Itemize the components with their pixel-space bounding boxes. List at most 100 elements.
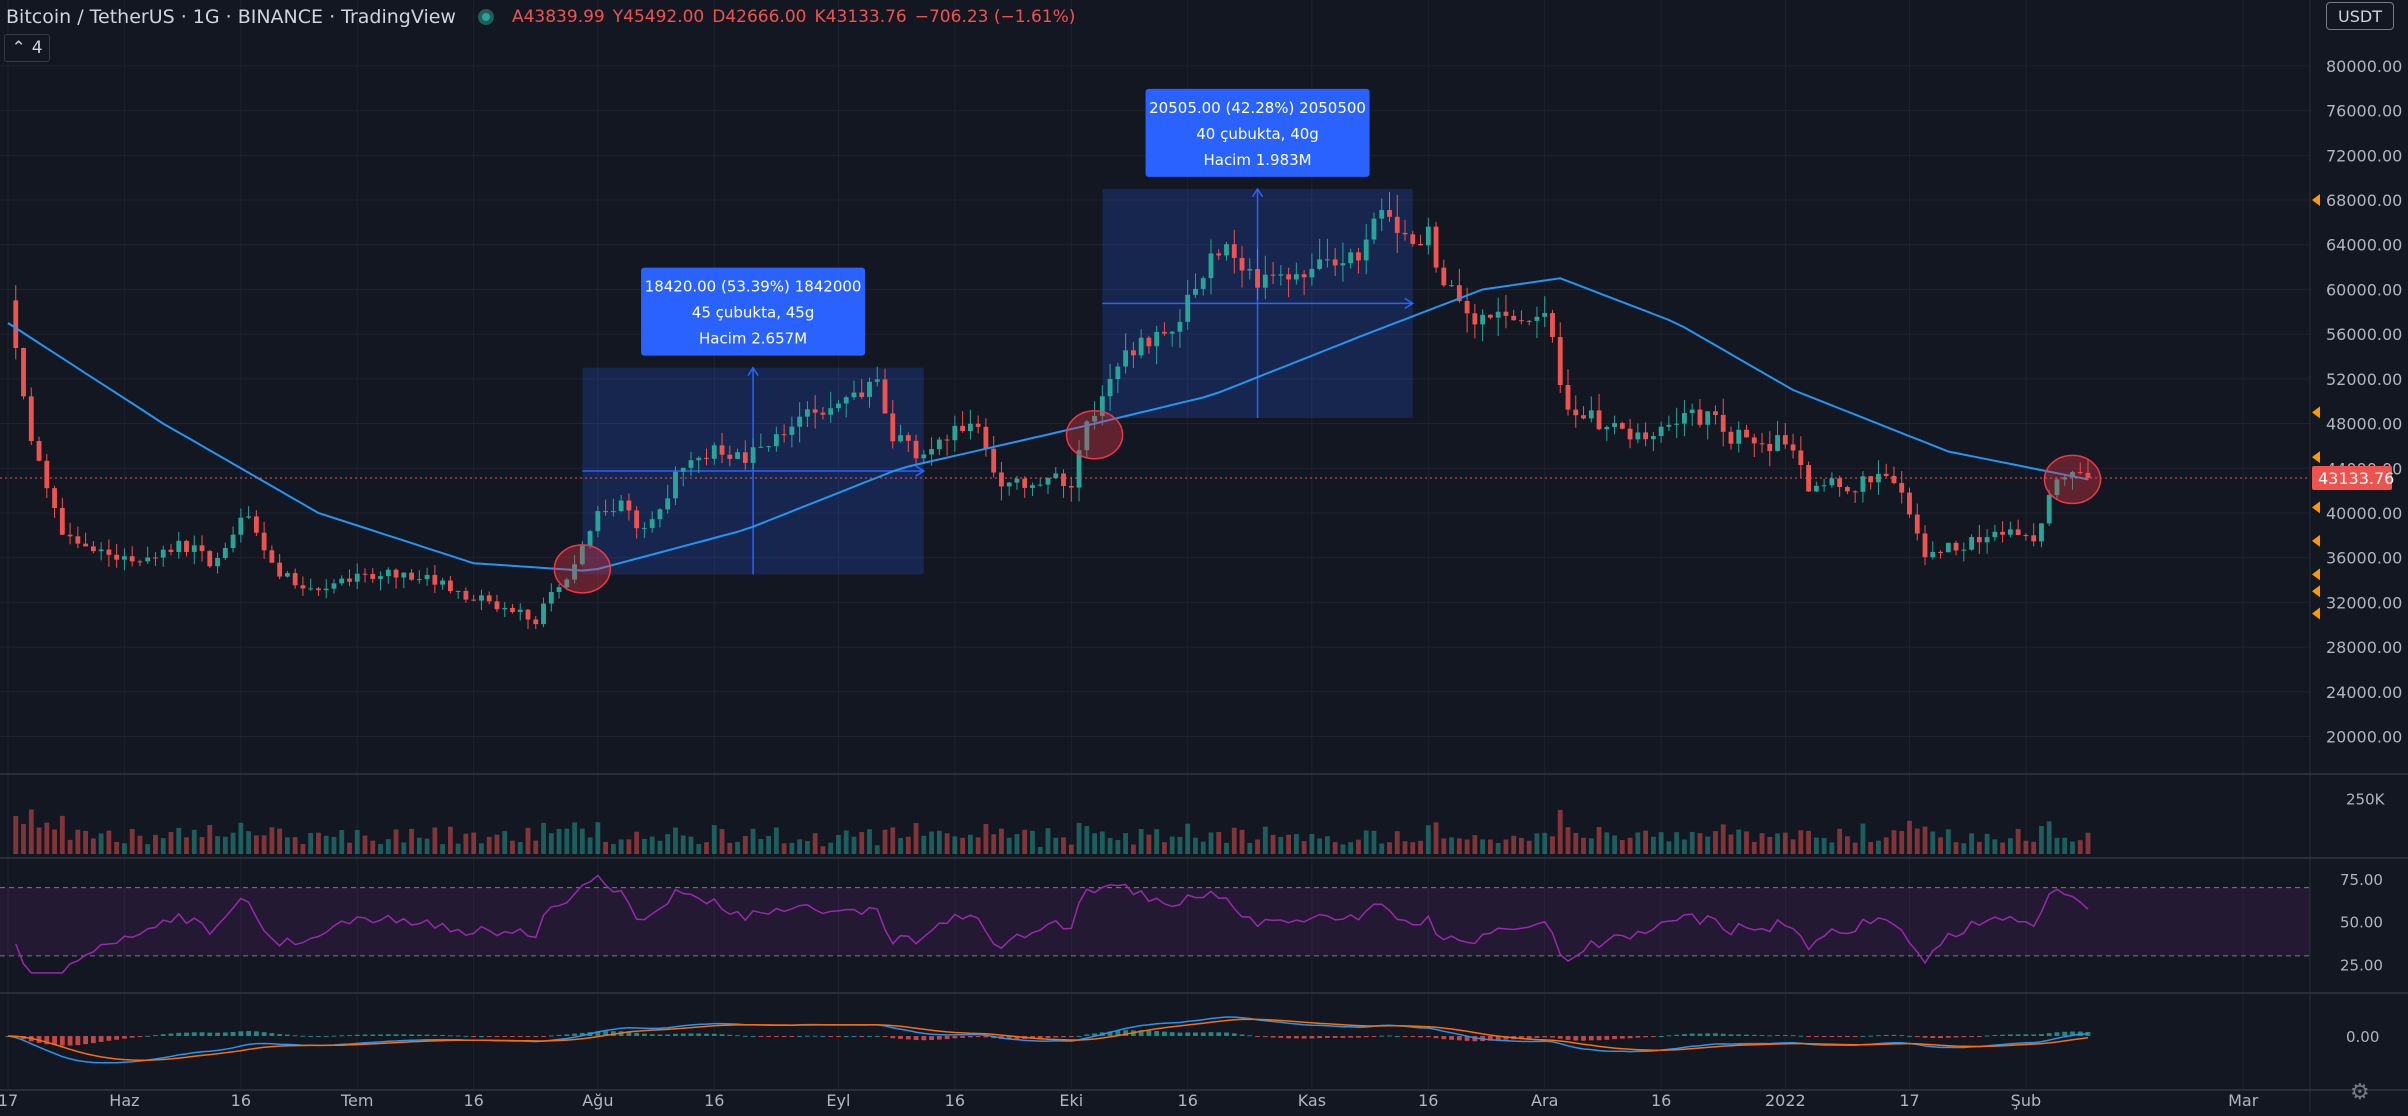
macd-histogram-bar: [867, 1035, 872, 1037]
candle-body: [401, 572, 407, 578]
volume-bar: [882, 829, 888, 854]
candle-body: [851, 392, 857, 398]
macd-histogram-bar: [921, 1036, 927, 1041]
macd-histogram-bar: [479, 1036, 484, 1037]
candle-body: [1844, 487, 1850, 492]
volume-bar: [1581, 837, 1586, 854]
candle-body: [1713, 411, 1718, 415]
volume-bar: [929, 831, 934, 854]
volume-bar: [1193, 837, 1198, 854]
candle-body: [1193, 288, 1198, 295]
candle-body: [1612, 423, 1617, 427]
volume-bar: [649, 836, 655, 854]
volume-bar: [1262, 826, 1268, 854]
macd-histogram-bar: [1697, 1033, 1703, 1036]
volume-bar: [634, 831, 640, 854]
macd-histogram-bar: [1379, 1035, 1385, 1037]
measure-label-text: Hacim 1.983M: [1203, 151, 1311, 169]
time-axis[interactable]: 17 Haz 16 Tem 16 Ağu 16 Eyl 16 Eki 16 Kas 16 Ara 16 202…: [0, 1091, 2259, 1110]
macd-histogram-bar: [967, 1036, 973, 1038]
rsi-pane: 75.00 50.00 25.00: [0, 871, 2383, 974]
candle-body: [471, 599, 477, 601]
volume-bar: [1798, 830, 1804, 854]
candle-body: [168, 549, 174, 552]
volume-bar: [797, 839, 803, 854]
low-value: 42666.00: [725, 7, 807, 27]
macd-histogram-bar: [269, 1033, 275, 1036]
price-tick: 64000.00: [2326, 236, 2402, 255]
volume-bar: [1767, 836, 1773, 854]
macd-histogram-bar: [1666, 1035, 1672, 1037]
volume-bar: [742, 836, 748, 854]
candle-body: [184, 540, 189, 552]
volume-bar: [1728, 834, 1734, 854]
macd-histogram-bar: [510, 1036, 515, 1037]
macd-histogram-bar: [836, 1036, 841, 1037]
candle-body: [1247, 269, 1253, 271]
volume-bar: [719, 829, 725, 854]
volume-bar: [1495, 843, 1501, 854]
candle-body: [463, 590, 469, 600]
candle-body: [1511, 315, 1517, 321]
volume-bar: [1689, 831, 1695, 854]
macd-histogram-bar: [2039, 1034, 2044, 1036]
volume-bar: [1441, 838, 1447, 854]
open-label: A: [511, 7, 524, 27]
price-tick: 68000.00: [2326, 191, 2402, 210]
volume-bar: [766, 835, 772, 854]
macd-histogram-bar: [1162, 1031, 1167, 1036]
ohlc-high: Y45492.00: [613, 7, 705, 27]
candle-body: [1705, 411, 1711, 425]
measure-label-box: [1145, 88, 1370, 177]
macd-histogram-bar: [106, 1036, 112, 1041]
candle-body: [944, 439, 950, 441]
gear-icon[interactable]: ⚙: [2350, 1080, 2370, 1105]
highlight-circles[interactable]: [553, 409, 2102, 594]
measure-boxes[interactable]: [582, 187, 1415, 575]
macd-histogram-bar: [1394, 1035, 1400, 1037]
volume-bar: [90, 838, 96, 854]
candle-body: [370, 573, 376, 579]
candle-body: [1744, 429, 1749, 438]
volume-bar: [1899, 830, 1905, 854]
candle-body: [1169, 331, 1175, 334]
candle-body: [905, 435, 911, 441]
volume-bar: [1720, 824, 1726, 854]
candle-body: [1208, 253, 1214, 279]
volume-bar: [1674, 832, 1680, 854]
macd-histogram-bar: [1053, 1036, 1059, 1038]
volume-bar: [859, 832, 865, 854]
highlight-circle: [2043, 454, 2102, 505]
macd-histogram-bar: [1767, 1035, 1773, 1037]
volume-bar: [316, 832, 321, 854]
candle-body: [1130, 350, 1136, 356]
macd-histogram-bar: [820, 1035, 826, 1037]
indicators-toggle-button[interactable]: ⌃ 4: [4, 34, 50, 62]
candle-body: [1581, 415, 1586, 419]
candle-body: [1891, 475, 1897, 484]
candle-body: [2077, 472, 2083, 474]
candle-body: [1534, 316, 1540, 321]
candle-body: [680, 467, 686, 472]
volume-bar: [1542, 832, 1548, 854]
candle-body: [1472, 313, 1478, 325]
candle-body: [1487, 314, 1493, 318]
volume-bar: [1844, 836, 1850, 854]
price-axis[interactable]: 80000.00 76000.00 72000.00 68000.00 64000.00…: [2312, 57, 2402, 747]
symbol-title[interactable]: Bitcoin / TetherUS · 1G · BINANCE · Trad…: [6, 6, 456, 28]
volume-bar: [145, 844, 151, 854]
macd-histogram-bar: [98, 1036, 104, 1042]
alert-marker-icon: [2312, 451, 2320, 464]
currency-button[interactable]: USDT: [2326, 2, 2394, 30]
candle-body: [160, 549, 166, 558]
macd-histogram-bar: [1837, 1036, 1843, 1037]
volume-bar: [1868, 842, 1874, 854]
macd-histogram-bar: [1293, 1036, 1299, 1039]
macd-histogram-bar: [843, 1035, 849, 1037]
volume-bar: [1953, 842, 1959, 854]
volume-bar: [890, 827, 896, 854]
candle-body: [1200, 278, 1206, 289]
